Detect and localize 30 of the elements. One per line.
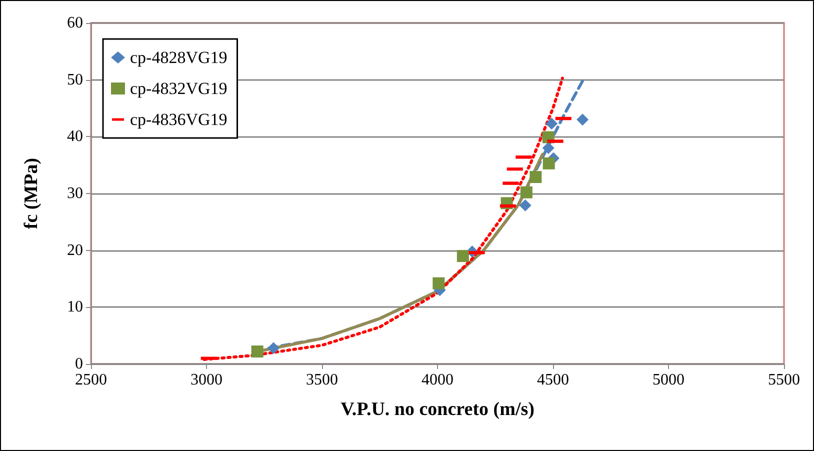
point	[456, 250, 469, 262]
x-tick-label: 5000	[652, 372, 684, 388]
point	[542, 142, 554, 154]
point	[432, 277, 445, 290]
y-tick-label: 60	[67, 14, 83, 32]
legend-label: cp-4836VG19	[130, 110, 228, 129]
point	[542, 157, 555, 170]
point	[251, 345, 264, 358]
point	[530, 171, 542, 184]
y-tick-label: 20	[67, 242, 83, 259]
x-tick-label: 4500	[537, 372, 569, 388]
x-tick-label: 5500	[768, 372, 800, 388]
y-tick-label: 40	[67, 128, 83, 146]
y-axis-title: fc (MPa)	[21, 158, 42, 230]
legend-label: cp-4832VG19	[130, 79, 228, 98]
point	[519, 199, 532, 212]
x-tick-label: 2500	[75, 372, 107, 388]
point	[520, 186, 532, 198]
y-tick-label: 10	[67, 298, 83, 316]
point	[546, 118, 558, 130]
x-tick-label: 4000	[422, 372, 454, 388]
legend-label: cp-4828VG19	[130, 48, 228, 67]
y-tick-label: 30	[67, 185, 83, 202]
y-tick-label: 0	[75, 356, 83, 372]
x-axis-title: V.P.U. no concreto (m/s)	[340, 399, 534, 420]
x-tick-label: 3000	[190, 372, 222, 388]
x-tick-label: 3500	[306, 372, 338, 388]
point	[576, 114, 589, 126]
point	[267, 342, 280, 354]
y-tick-label: 50	[67, 71, 83, 88]
